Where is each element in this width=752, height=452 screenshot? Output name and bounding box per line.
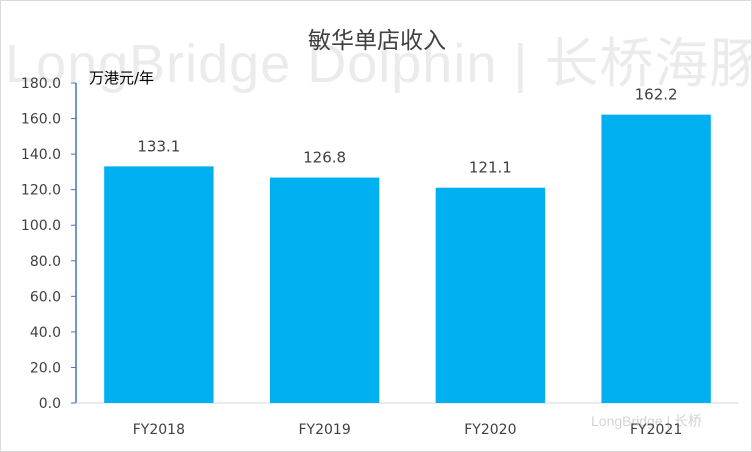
y-tick-label: 160.0 xyxy=(21,112,61,128)
chart-title: 敏华单店收入 xyxy=(308,28,446,54)
bar-fy2019 xyxy=(269,177,380,403)
data-label: 121.1 xyxy=(469,159,512,177)
y-tick-label: 100.0 xyxy=(21,218,61,234)
data-label: 162.2 xyxy=(635,86,678,104)
data-label: 126.8 xyxy=(303,149,346,167)
watermark-text: LongBridge Dolphin | 长桥海豚投研 xyxy=(5,34,751,94)
bar-fy2021 xyxy=(601,114,711,404)
data-label: 133.1 xyxy=(137,137,180,155)
bar-fy2020 xyxy=(435,187,546,403)
y-tick-label: 0.0 xyxy=(39,396,61,412)
y-tick-label: 180.0 xyxy=(21,76,61,92)
bar-fy2018 xyxy=(104,166,214,403)
corner-watermark: LongBridge | 长桥 xyxy=(591,413,703,429)
y-tick-label: 120.0 xyxy=(21,183,61,199)
x-tick-label: FY2020 xyxy=(464,422,516,438)
y-tick-label: 140.0 xyxy=(21,147,61,163)
y-axis-unit-label: 万港元/年 xyxy=(89,69,155,87)
x-tick-label: FY2018 xyxy=(133,422,185,438)
y-tick-label: 40.0 xyxy=(30,325,61,341)
y-tick-label: 60.0 xyxy=(30,289,61,305)
y-tick-label: 80.0 xyxy=(30,254,61,270)
y-tick-label: 20.0 xyxy=(30,360,61,376)
x-tick-label: FY2019 xyxy=(299,422,351,438)
x-tick-label: FY2021 xyxy=(630,422,682,438)
